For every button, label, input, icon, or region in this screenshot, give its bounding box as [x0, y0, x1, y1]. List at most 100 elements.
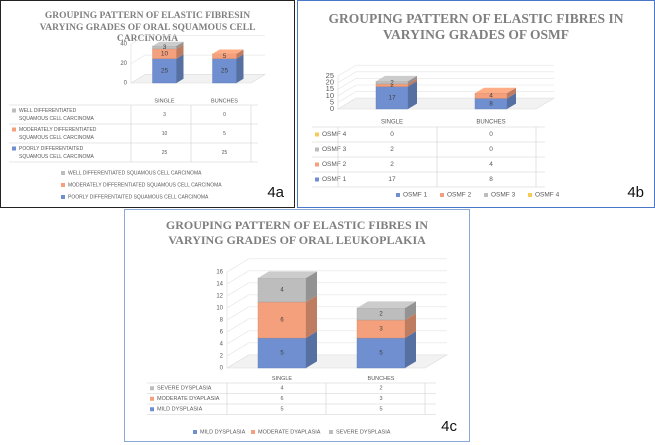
table-cell: 6 [280, 396, 283, 402]
legend-swatch [440, 193, 444, 197]
table-row-label: MODERATE DYAPLASIA [157, 396, 220, 402]
legend-swatch [484, 193, 488, 197]
x-category-label: SINGLE [381, 120, 403, 126]
y-tick-label: 12 [216, 294, 223, 300]
data-label: 2 [390, 79, 394, 86]
table-cell: 3 [379, 396, 382, 402]
figure-tag: 4a [267, 184, 284, 201]
bar-segment-side [507, 87, 516, 99]
chart-title: GROUPING PATTERN OF ELASTIC FIBRES IN VA… [328, 11, 624, 42]
bar-segment-side [405, 313, 416, 338]
legend-label: POORLY DIFFERENTAITED SQUAMOUS CELL CARC… [68, 194, 209, 200]
table-row-label: OSMF 4 [322, 131, 347, 138]
legend-label: MODERATE DYAPLASIA [258, 429, 321, 435]
table-cell: 25 [222, 150, 228, 156]
gridline-diag [226, 282, 250, 297]
table-row-label: MILD DYSPLASIA [157, 407, 203, 413]
bar-segment-side [176, 41, 184, 49]
table-cell: 0 [489, 146, 493, 153]
table-row-label: WELL DIFFERENTIATED [19, 108, 77, 114]
data-label: 3 [379, 327, 383, 333]
gridline-diag [337, 84, 357, 97]
table-row-swatch [12, 146, 16, 151]
bar-segment-side [405, 331, 416, 368]
bar-segment-top [357, 301, 416, 308]
y-tick-label: 20 [326, 78, 334, 87]
legend-label: MODERATELY DIFFERENTIATED SQUAMOUS CELL … [68, 182, 222, 188]
table-row-swatch [12, 108, 16, 113]
table-cell: 2 [390, 146, 394, 153]
data-label: 6 [280, 318, 284, 324]
x-category-label: SINGLE [272, 376, 293, 382]
y-tick-label: 10 [326, 91, 334, 100]
table-row-label: SQUAMOUS CELL CARCINOMA [19, 135, 94, 141]
table-row-label: OSMF 1 [322, 176, 347, 183]
bar-segment-side [507, 93, 516, 109]
bar-segment-side [408, 81, 417, 109]
table-row-swatch [315, 147, 319, 152]
table-row-swatch [315, 162, 319, 167]
bar-segment-side [405, 301, 416, 320]
table-cell: 2 [390, 161, 394, 168]
x-category-label: BUNCHES [476, 120, 505, 126]
legend-swatch [61, 183, 65, 187]
table-row-label: OSMF 3 [322, 146, 347, 153]
bar-segment [356, 337, 406, 369]
bar-segment-top [152, 41, 184, 46]
y-tick-label: 10 [216, 306, 223, 312]
y-tick-label: 15 [326, 84, 334, 93]
table-row-swatch [12, 127, 16, 132]
table-row-label: OSMF 2 [322, 161, 347, 168]
data-label: 25 [161, 68, 169, 75]
data-label: 5 [379, 351, 383, 357]
data-label: 3 [163, 44, 167, 51]
legend-label: MILD DYSPLASIA [200, 429, 246, 435]
y-tick-label: 16 [216, 270, 223, 276]
table-cell: 10 [162, 131, 168, 137]
bar-segment-side [176, 44, 184, 59]
chart-panel-4a: GROUPING PATTERN OF ELASTIC FIBRESIN VAR… [0, 0, 295, 208]
table-cell: 0 [390, 131, 394, 138]
data-label: 8 [489, 100, 493, 107]
table-cell: 0 [223, 112, 226, 118]
chart-title: GROUPING PATTERN OF ELASTIC FIBRES IN VA… [165, 218, 429, 247]
gridline-diag [226, 330, 250, 345]
chart-panel-4c: GROUPING PATTERN OF ELASTIC FIBRES IN VA… [124, 209, 470, 442]
chart-floor [129, 74, 267, 84]
legend-label: WELL DIFFERENTIATED SQUAMOUS CELL CARCIN… [68, 170, 202, 176]
table-row-label: MODERATELY DIFFERENTIATED [19, 127, 97, 133]
bar-segment-side [408, 78, 417, 87]
y-tick-label: 4 [220, 342, 224, 348]
y-tick-label: 5 [330, 97, 334, 106]
bar-segment-top [212, 49, 244, 54]
legend-swatch [528, 193, 532, 197]
x-category-label: BUNCHES [211, 98, 238, 104]
gridline-diag [226, 306, 250, 321]
bar-segment [152, 58, 177, 84]
y-tick-label: 0 [220, 366, 224, 372]
gridline-diag [130, 54, 146, 64]
table-cell: 5 [379, 407, 382, 413]
table-row-swatch [315, 132, 319, 137]
table-cell: 5 [280, 407, 283, 413]
table-row-swatch [150, 396, 154, 401]
y-tick-label: 8 [220, 318, 224, 324]
figure-tag: 4b [627, 184, 644, 201]
y-tick-label: 20 [120, 61, 127, 67]
table-cell: 25 [162, 150, 168, 156]
table-row-label: SQUAMOUS CELL CARCINOMA [19, 154, 94, 160]
bar-segment-side [176, 54, 184, 83]
gridline-diag [226, 258, 250, 273]
y-tick-label: 0 [124, 81, 128, 87]
legend-label: SEVERE DYSPLASIA [336, 429, 391, 435]
x-category-label: SINGLE [154, 98, 175, 104]
table-cell: 2 [379, 386, 382, 392]
legend-label: OSMF 2 [447, 192, 472, 199]
bar-segment [212, 58, 237, 84]
gridline-diag [226, 294, 250, 309]
chart-floor [336, 97, 556, 110]
table-cell: 4 [280, 386, 283, 392]
bar-segment-side [306, 331, 317, 368]
